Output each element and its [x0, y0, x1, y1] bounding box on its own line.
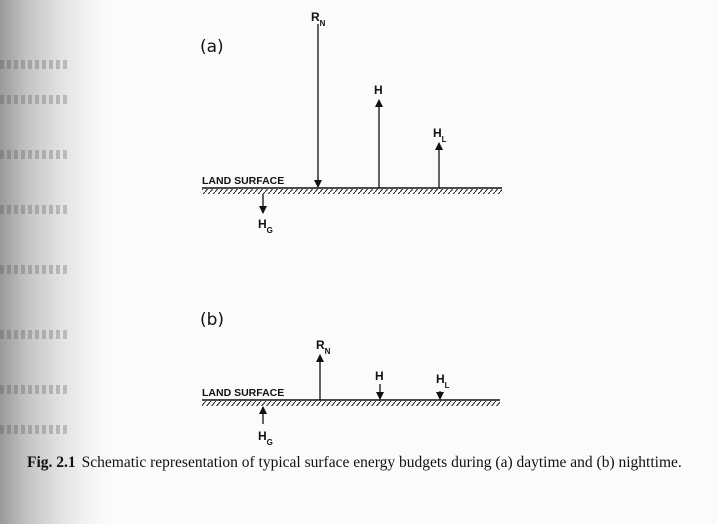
bleed-through-text [0, 60, 70, 69]
caption-text: Schematic representation of typical surf… [81, 454, 682, 471]
panel-b-h-label: H [375, 369, 384, 383]
panel-b-rn-label: RN [316, 338, 331, 356]
panel-b-hl-label: HL [436, 372, 450, 390]
figure-caption: Fig. 2.1 Schematic representation of typi… [27, 452, 707, 473]
panel-a: (a) LAND SURFACE RN H HL HG [200, 10, 502, 235]
bleed-through-text [0, 95, 70, 104]
energy-budget-figure: (a) LAND SURFACE RN H HL HG (b) LAND SUR… [200, 10, 502, 447]
bleed-through-text [0, 205, 70, 214]
bleed-through-text [0, 385, 70, 394]
bleed-through-text [0, 265, 70, 274]
panel-a-rn-label: RN [311, 10, 326, 28]
panel-a-hl-label: HL [433, 126, 447, 144]
panel-a-ground-hatching [202, 189, 502, 194]
page-gutter-shadow [0, 0, 110, 524]
figure-number: Fig. 2.1 [27, 454, 76, 471]
bleed-through-text [0, 330, 70, 339]
panel-b-ground-hatching [202, 401, 500, 406]
panel-a-label: (a) [200, 37, 224, 57]
bleed-through-text [0, 150, 70, 159]
panel-b-hg-label: HG [258, 429, 273, 447]
panel-b-surface-label: LAND SURFACE [202, 387, 284, 399]
panel-b: (b) LAND SURFACE RN H HL HG [200, 310, 500, 447]
panel-a-h-label: H [374, 83, 383, 97]
panel-b-label: (b) [200, 310, 224, 330]
bleed-through-text [0, 425, 70, 434]
panel-a-surface-label: LAND SURFACE [202, 175, 284, 187]
panel-a-hg-label: HG [258, 217, 273, 235]
